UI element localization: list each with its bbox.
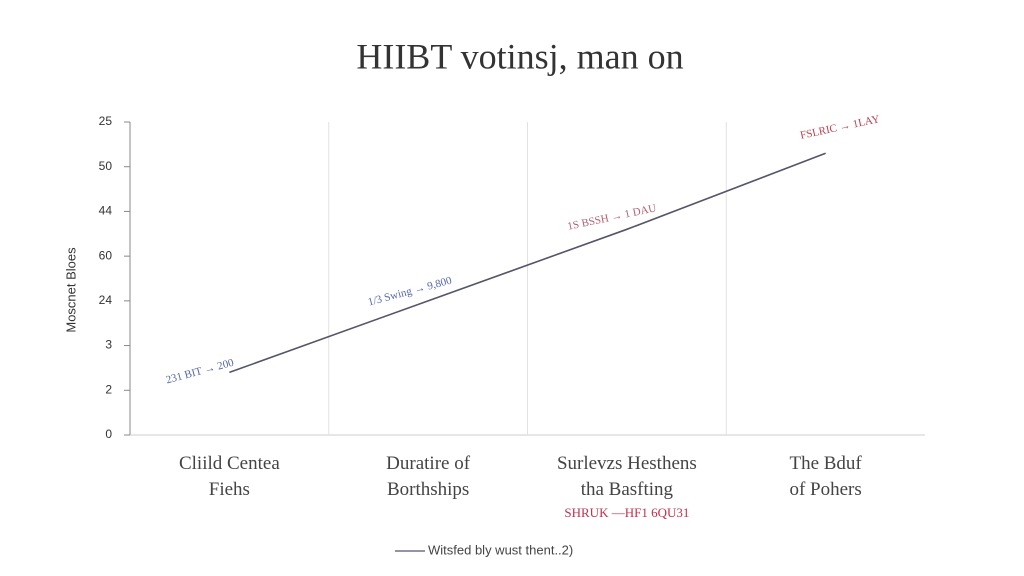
- y-tick-label: 24: [99, 293, 113, 307]
- y-tick-label: 44: [99, 204, 113, 218]
- y-tick-label: 3: [105, 338, 112, 352]
- y-tick-label: 25: [99, 114, 113, 128]
- y-tick-label: 50: [99, 159, 113, 173]
- chart-title: HIIBT votinsj, man on: [356, 36, 683, 76]
- y-tick-label: 2: [105, 382, 112, 396]
- annotation: SHRUK —HF1 6QU31: [564, 505, 689, 520]
- y-tick-label: 0: [105, 427, 112, 441]
- legend-label: Witsfed bly wust thent..2): [428, 542, 573, 557]
- annotation: 231 BIT → 200: [165, 357, 236, 387]
- y-tick-label: 60: [99, 248, 113, 262]
- x-tick-label: Duratire of Borthships: [386, 453, 471, 500]
- x-tick-label: The Bduf of Pohers: [789, 453, 862, 500]
- y-axis-label: Moscnet Bloes: [63, 247, 78, 333]
- line: [229, 152, 826, 374]
- annotation: FSLRIC → 1LAY: [799, 113, 881, 142]
- annotation: 1/3 Swing → 9,800: [367, 274, 454, 308]
- x-tick-label: Cliild Centea Fiehs: [179, 453, 280, 500]
- x-tick-label: Surlevzs Hesthens tha Basfting: [557, 453, 697, 500]
- annotation: 1S BSSH → 1 DAU: [566, 202, 657, 233]
